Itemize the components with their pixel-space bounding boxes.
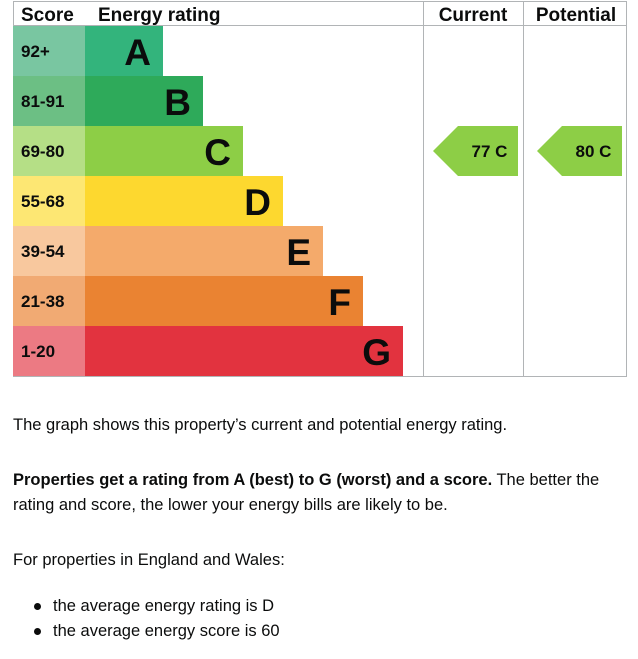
band-d: 55-68 D bbox=[13, 176, 283, 226]
band-letter: A bbox=[124, 32, 151, 73]
band-letter: D bbox=[244, 182, 271, 223]
rating-explanation-rest: The better the rating and score, the low… bbox=[13, 471, 600, 514]
score-cell-b bbox=[13, 76, 85, 126]
potential-rating-arrow-shape bbox=[537, 126, 622, 176]
band-letter: F bbox=[328, 282, 351, 323]
score-cell-a bbox=[13, 26, 85, 76]
band-letter: E bbox=[286, 232, 311, 273]
header-potential: Potential bbox=[536, 5, 616, 26]
score-cell-g bbox=[13, 326, 85, 376]
current-rating-arrow: 77 C bbox=[433, 126, 518, 176]
score-range-label: 81-91 bbox=[21, 92, 64, 111]
score-cell-e bbox=[13, 226, 85, 276]
rating-explanation: Properties get a rating from A (best) to… bbox=[13, 468, 628, 518]
potential-rating-arrow: 80 C bbox=[537, 126, 622, 176]
rating-bar-d bbox=[85, 176, 283, 226]
rating-explanation-bold: Properties get a rating from A (best) to… bbox=[13, 471, 493, 489]
band-letter: C bbox=[204, 132, 231, 173]
list-item: the average energy rating is D bbox=[13, 594, 280, 619]
score-range-label: 92+ bbox=[21, 42, 50, 61]
score-range-label: 1-20 bbox=[21, 342, 55, 361]
list-item: the average energy score is 60 bbox=[13, 619, 280, 644]
score-cell-d bbox=[13, 176, 85, 226]
potential-rating-arrow-label: 80 C bbox=[576, 142, 612, 161]
score-range-label: 55-68 bbox=[21, 192, 64, 211]
band-letter: G bbox=[362, 332, 391, 373]
rating-arrows: 77 C 80 C bbox=[433, 126, 622, 176]
score-range-label: 39-54 bbox=[21, 242, 65, 261]
band-f: 21-38 F bbox=[13, 276, 363, 326]
score-cell-c bbox=[13, 126, 85, 176]
score-cell-f bbox=[13, 276, 85, 326]
rating-bands: 92+ A 81-91 B 69-80 C 55-68 D 39-54 E 21-38 F 1-20 G bbox=[13, 26, 403, 376]
band-c: 69-80 C bbox=[13, 126, 243, 176]
rating-bar-a bbox=[85, 26, 163, 76]
column-headers: Score Energy rating Current Potential bbox=[21, 5, 616, 26]
chart-description: The graph shows this property’s current … bbox=[13, 416, 508, 434]
rating-bar-e bbox=[85, 226, 323, 276]
header-energy-rating: Energy rating bbox=[98, 5, 220, 26]
rating-bar-c bbox=[85, 126, 243, 176]
score-range-label: 69-80 bbox=[21, 142, 64, 161]
band-g: 1-20 G bbox=[13, 326, 403, 376]
header-score: Score bbox=[21, 5, 74, 26]
band-e: 39-54 E bbox=[13, 226, 323, 276]
band-b: 81-91 B bbox=[13, 76, 203, 126]
average-list: the average energy rating is D the avera… bbox=[13, 594, 280, 644]
region-note: For properties in England and Wales: bbox=[13, 551, 285, 569]
band-letter: B bbox=[164, 82, 191, 123]
rating-bar-b bbox=[85, 76, 203, 126]
current-rating-arrow-shape bbox=[433, 126, 518, 176]
rating-bar-g bbox=[85, 326, 403, 376]
current-rating-arrow-label: 77 C bbox=[472, 142, 508, 161]
rating-bar-f bbox=[85, 276, 363, 326]
energy-rating-chart: Score Energy rating Current Potential 92… bbox=[13, 1, 627, 377]
band-a: 92+ A bbox=[13, 26, 163, 76]
header-current: Current bbox=[439, 5, 508, 26]
score-range-label: 21-38 bbox=[21, 292, 64, 311]
